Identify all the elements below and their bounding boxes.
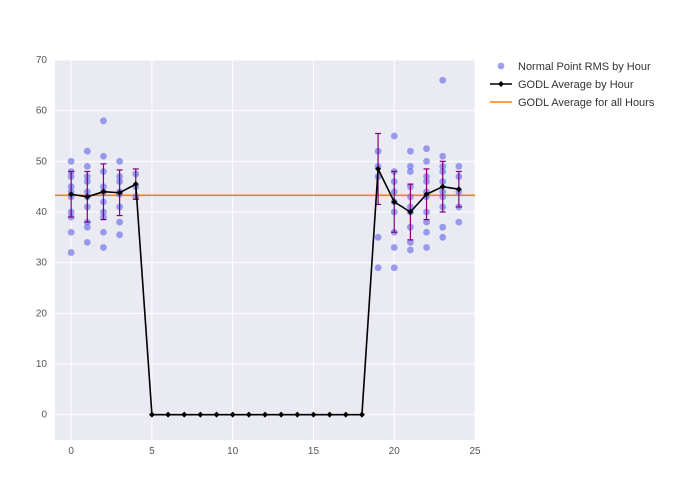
scatter-point — [423, 145, 430, 152]
scatter-point — [100, 229, 107, 236]
legend-label: Normal Point RMS by Hour — [518, 61, 651, 73]
scatter-point — [439, 77, 446, 84]
legend-swatch-marker — [498, 81, 504, 87]
y-tick-label: 40 — [36, 207, 48, 218]
scatter-point — [423, 158, 430, 165]
scatter-point — [84, 163, 91, 170]
scatter-point — [423, 244, 430, 251]
scatter-point — [375, 234, 382, 241]
scatter-point — [439, 234, 446, 241]
x-tick-label: 10 — [227, 446, 239, 457]
scatter-point — [116, 231, 123, 238]
scatter-point — [439, 224, 446, 231]
y-tick-label: 10 — [36, 359, 48, 370]
scatter-point — [116, 158, 123, 165]
scatter-point — [439, 153, 446, 160]
y-tick-label: 0 — [41, 410, 47, 421]
scatter-point — [116, 219, 123, 226]
legend-label: GODL Average for all Hours — [518, 97, 655, 109]
scatter-point — [84, 148, 91, 155]
scatter-point — [455, 163, 462, 170]
y-tick-label: 50 — [36, 156, 48, 167]
chart-container: 0 5 10 15 20 25 0 10 20 30 40 50 60 70 Normal Point RM… — [0, 0, 700, 500]
x-tick-label: 5 — [149, 446, 155, 457]
scatter-point — [68, 249, 75, 256]
scatter-point — [100, 117, 107, 124]
legend-swatch-scatter — [498, 63, 505, 70]
x-tick-label: 0 — [68, 446, 74, 457]
scatter-point — [391, 264, 398, 271]
x-tick-label: 15 — [308, 446, 320, 457]
scatter-point — [391, 244, 398, 251]
scatter-point — [68, 229, 75, 236]
y-tick-label: 70 — [36, 55, 48, 66]
y-tick-label: 20 — [36, 308, 48, 319]
scatter-point — [455, 219, 462, 226]
y-tick-label: 60 — [36, 106, 48, 117]
scatter-point — [84, 239, 91, 246]
y-tick-label: 30 — [36, 258, 48, 269]
scatter-point — [68, 158, 75, 165]
scatter-point — [391, 133, 398, 140]
scatter-point — [423, 229, 430, 236]
scatter-point — [100, 153, 107, 160]
scatter-point — [375, 264, 382, 271]
scatter-point — [407, 148, 414, 155]
scatter-point — [407, 247, 414, 254]
scatter-point — [100, 244, 107, 251]
x-tick-label: 20 — [389, 446, 401, 457]
legend-label: GODL Average by Hour — [518, 79, 634, 91]
chart-svg: 0 5 10 15 20 25 0 10 20 30 40 50 60 70 Normal Point RM… — [0, 0, 700, 500]
x-tick-label: 25 — [469, 446, 481, 457]
scatter-point — [407, 163, 414, 170]
